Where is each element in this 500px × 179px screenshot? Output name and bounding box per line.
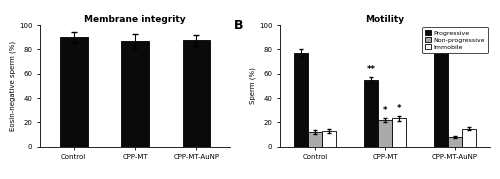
Bar	[182, 40, 210, 147]
Title: Membrane integrity: Membrane integrity	[84, 15, 186, 24]
Legend: Progressive, Non-progressive, Immobile: Progressive, Non-progressive, Immobile	[422, 27, 488, 53]
Text: **: **	[366, 65, 376, 74]
Bar	[378, 120, 392, 147]
Bar	[462, 129, 476, 147]
Text: B: B	[234, 19, 243, 32]
Bar	[364, 80, 378, 147]
Bar	[448, 137, 462, 147]
Bar	[60, 37, 88, 147]
Bar	[392, 118, 406, 147]
Bar	[121, 42, 149, 147]
Y-axis label: Sperm (%): Sperm (%)	[250, 67, 256, 104]
Bar	[434, 51, 448, 147]
Text: *: *	[397, 104, 401, 113]
Text: *: *	[383, 106, 387, 115]
Bar	[308, 132, 322, 147]
Title: Motility: Motility	[366, 15, 405, 24]
Y-axis label: Eosin-negative sperm (%): Eosin-negative sperm (%)	[10, 41, 16, 131]
Bar	[294, 53, 308, 147]
Bar	[322, 131, 336, 147]
